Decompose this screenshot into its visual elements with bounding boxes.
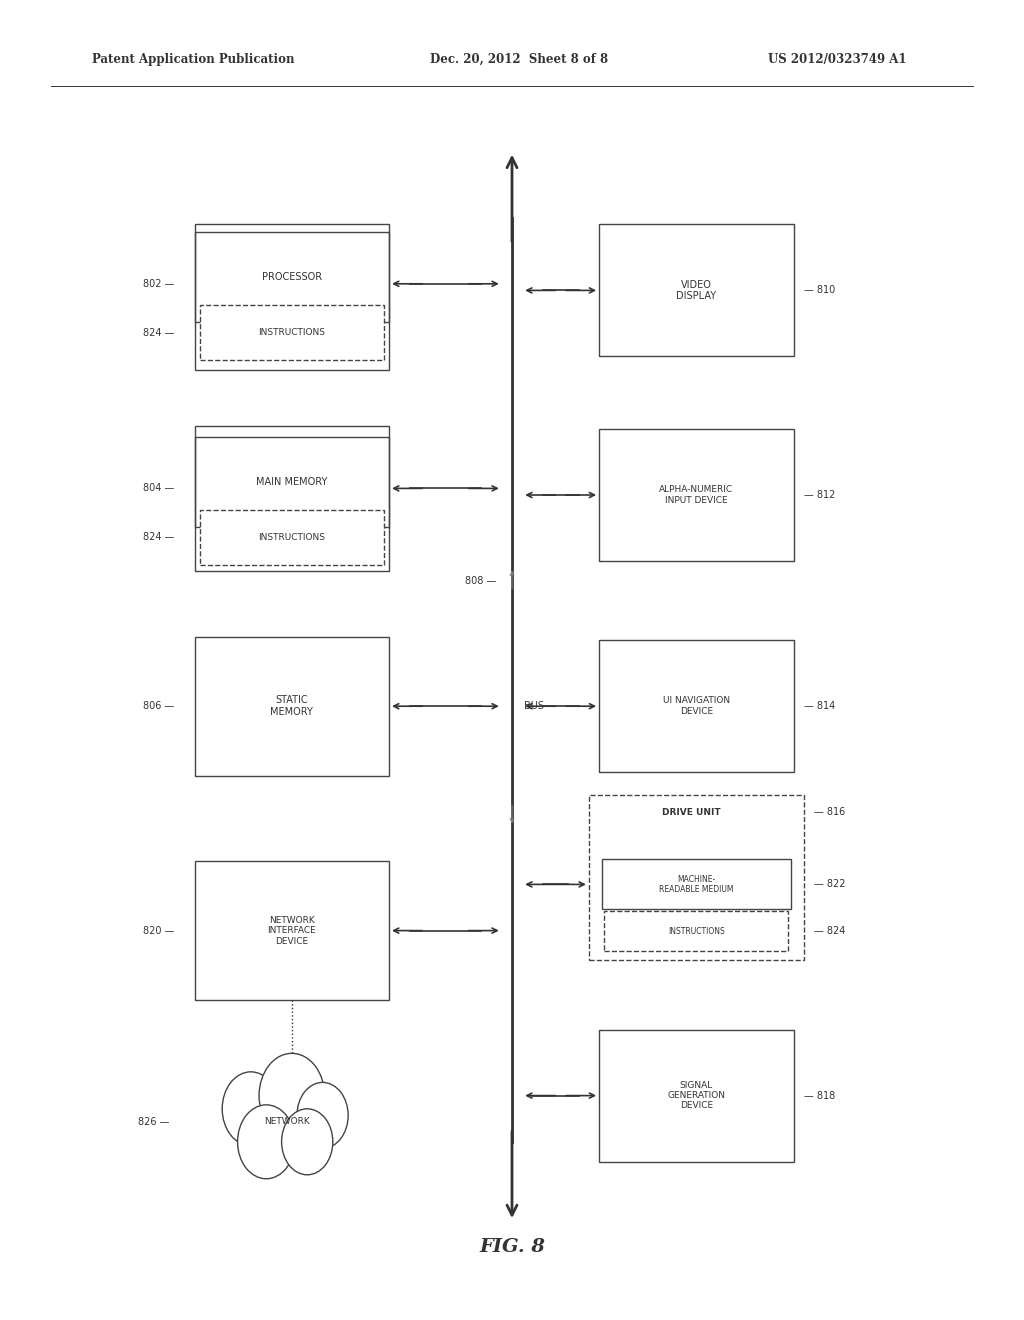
Circle shape — [297, 1082, 348, 1148]
Text: STATIC
MEMORY: STATIC MEMORY — [270, 696, 313, 717]
Text: — 822: — 822 — [814, 879, 846, 890]
Text: — 824: — 824 — [814, 927, 846, 936]
Text: PROCESSOR: PROCESSOR — [262, 272, 322, 282]
Text: INSTRUCTIONS: INSTRUCTIONS — [258, 329, 326, 337]
FancyBboxPatch shape — [195, 862, 389, 1001]
FancyBboxPatch shape — [195, 232, 389, 322]
Text: DRIVE UNIT: DRIVE UNIT — [662, 808, 721, 817]
FancyBboxPatch shape — [195, 636, 389, 776]
FancyBboxPatch shape — [200, 305, 384, 360]
Text: 826 —: 826 — — [137, 1117, 169, 1127]
FancyBboxPatch shape — [599, 1030, 794, 1162]
FancyBboxPatch shape — [602, 859, 791, 909]
Text: INSTRUCTIONS: INSTRUCTIONS — [668, 927, 725, 936]
Text: MAIN MEMORY: MAIN MEMORY — [256, 477, 328, 487]
Text: 808 —: 808 — — [465, 576, 497, 586]
Text: — 810: — 810 — [804, 285, 836, 296]
Text: — 816: — 816 — [814, 808, 846, 817]
Circle shape — [222, 1072, 280, 1146]
Text: 804 —: 804 — — [142, 483, 174, 494]
Text: MACHINE-
READABLE MEDIUM: MACHINE- READABLE MEDIUM — [659, 875, 733, 894]
Text: — 812: — 812 — [804, 490, 836, 500]
Circle shape — [282, 1109, 333, 1175]
Text: FIG. 8: FIG. 8 — [479, 1238, 545, 1257]
Text: — 818: — 818 — [804, 1090, 836, 1101]
Text: ALPHA-NUMERIC
INPUT DEVICE: ALPHA-NUMERIC INPUT DEVICE — [659, 486, 733, 504]
Text: US 2012/0323749 A1: US 2012/0323749 A1 — [768, 53, 906, 66]
Text: BUS: BUS — [524, 701, 545, 711]
FancyBboxPatch shape — [195, 437, 389, 527]
Text: 824 —: 824 — — [142, 532, 174, 543]
FancyBboxPatch shape — [599, 640, 794, 772]
Text: Dec. 20, 2012  Sheet 8 of 8: Dec. 20, 2012 Sheet 8 of 8 — [430, 53, 608, 66]
Text: UI NAVIGATION
DEVICE: UI NAVIGATION DEVICE — [663, 697, 730, 715]
Text: 802 —: 802 — — [142, 279, 174, 289]
Circle shape — [259, 1053, 325, 1138]
FancyBboxPatch shape — [604, 911, 788, 950]
Text: 806 —: 806 — — [142, 701, 174, 711]
FancyBboxPatch shape — [589, 795, 804, 961]
Text: INSTRUCTIONS: INSTRUCTIONS — [258, 533, 326, 541]
FancyBboxPatch shape — [200, 510, 384, 565]
FancyBboxPatch shape — [599, 224, 794, 356]
Circle shape — [238, 1105, 295, 1179]
Text: 820 —: 820 — — [142, 925, 174, 936]
Text: — 814: — 814 — [804, 701, 836, 711]
Text: SIGNAL
GENERATION
DEVICE: SIGNAL GENERATION DEVICE — [668, 1081, 725, 1110]
Text: VIDEO
DISPLAY: VIDEO DISPLAY — [676, 280, 717, 301]
FancyBboxPatch shape — [599, 429, 794, 561]
Text: NETWORK
INTERFACE
DEVICE: NETWORK INTERFACE DEVICE — [267, 916, 316, 945]
Text: 824 —: 824 — — [142, 327, 174, 338]
Text: Patent Application Publication: Patent Application Publication — [92, 53, 295, 66]
Text: NETWORK: NETWORK — [264, 1118, 309, 1126]
